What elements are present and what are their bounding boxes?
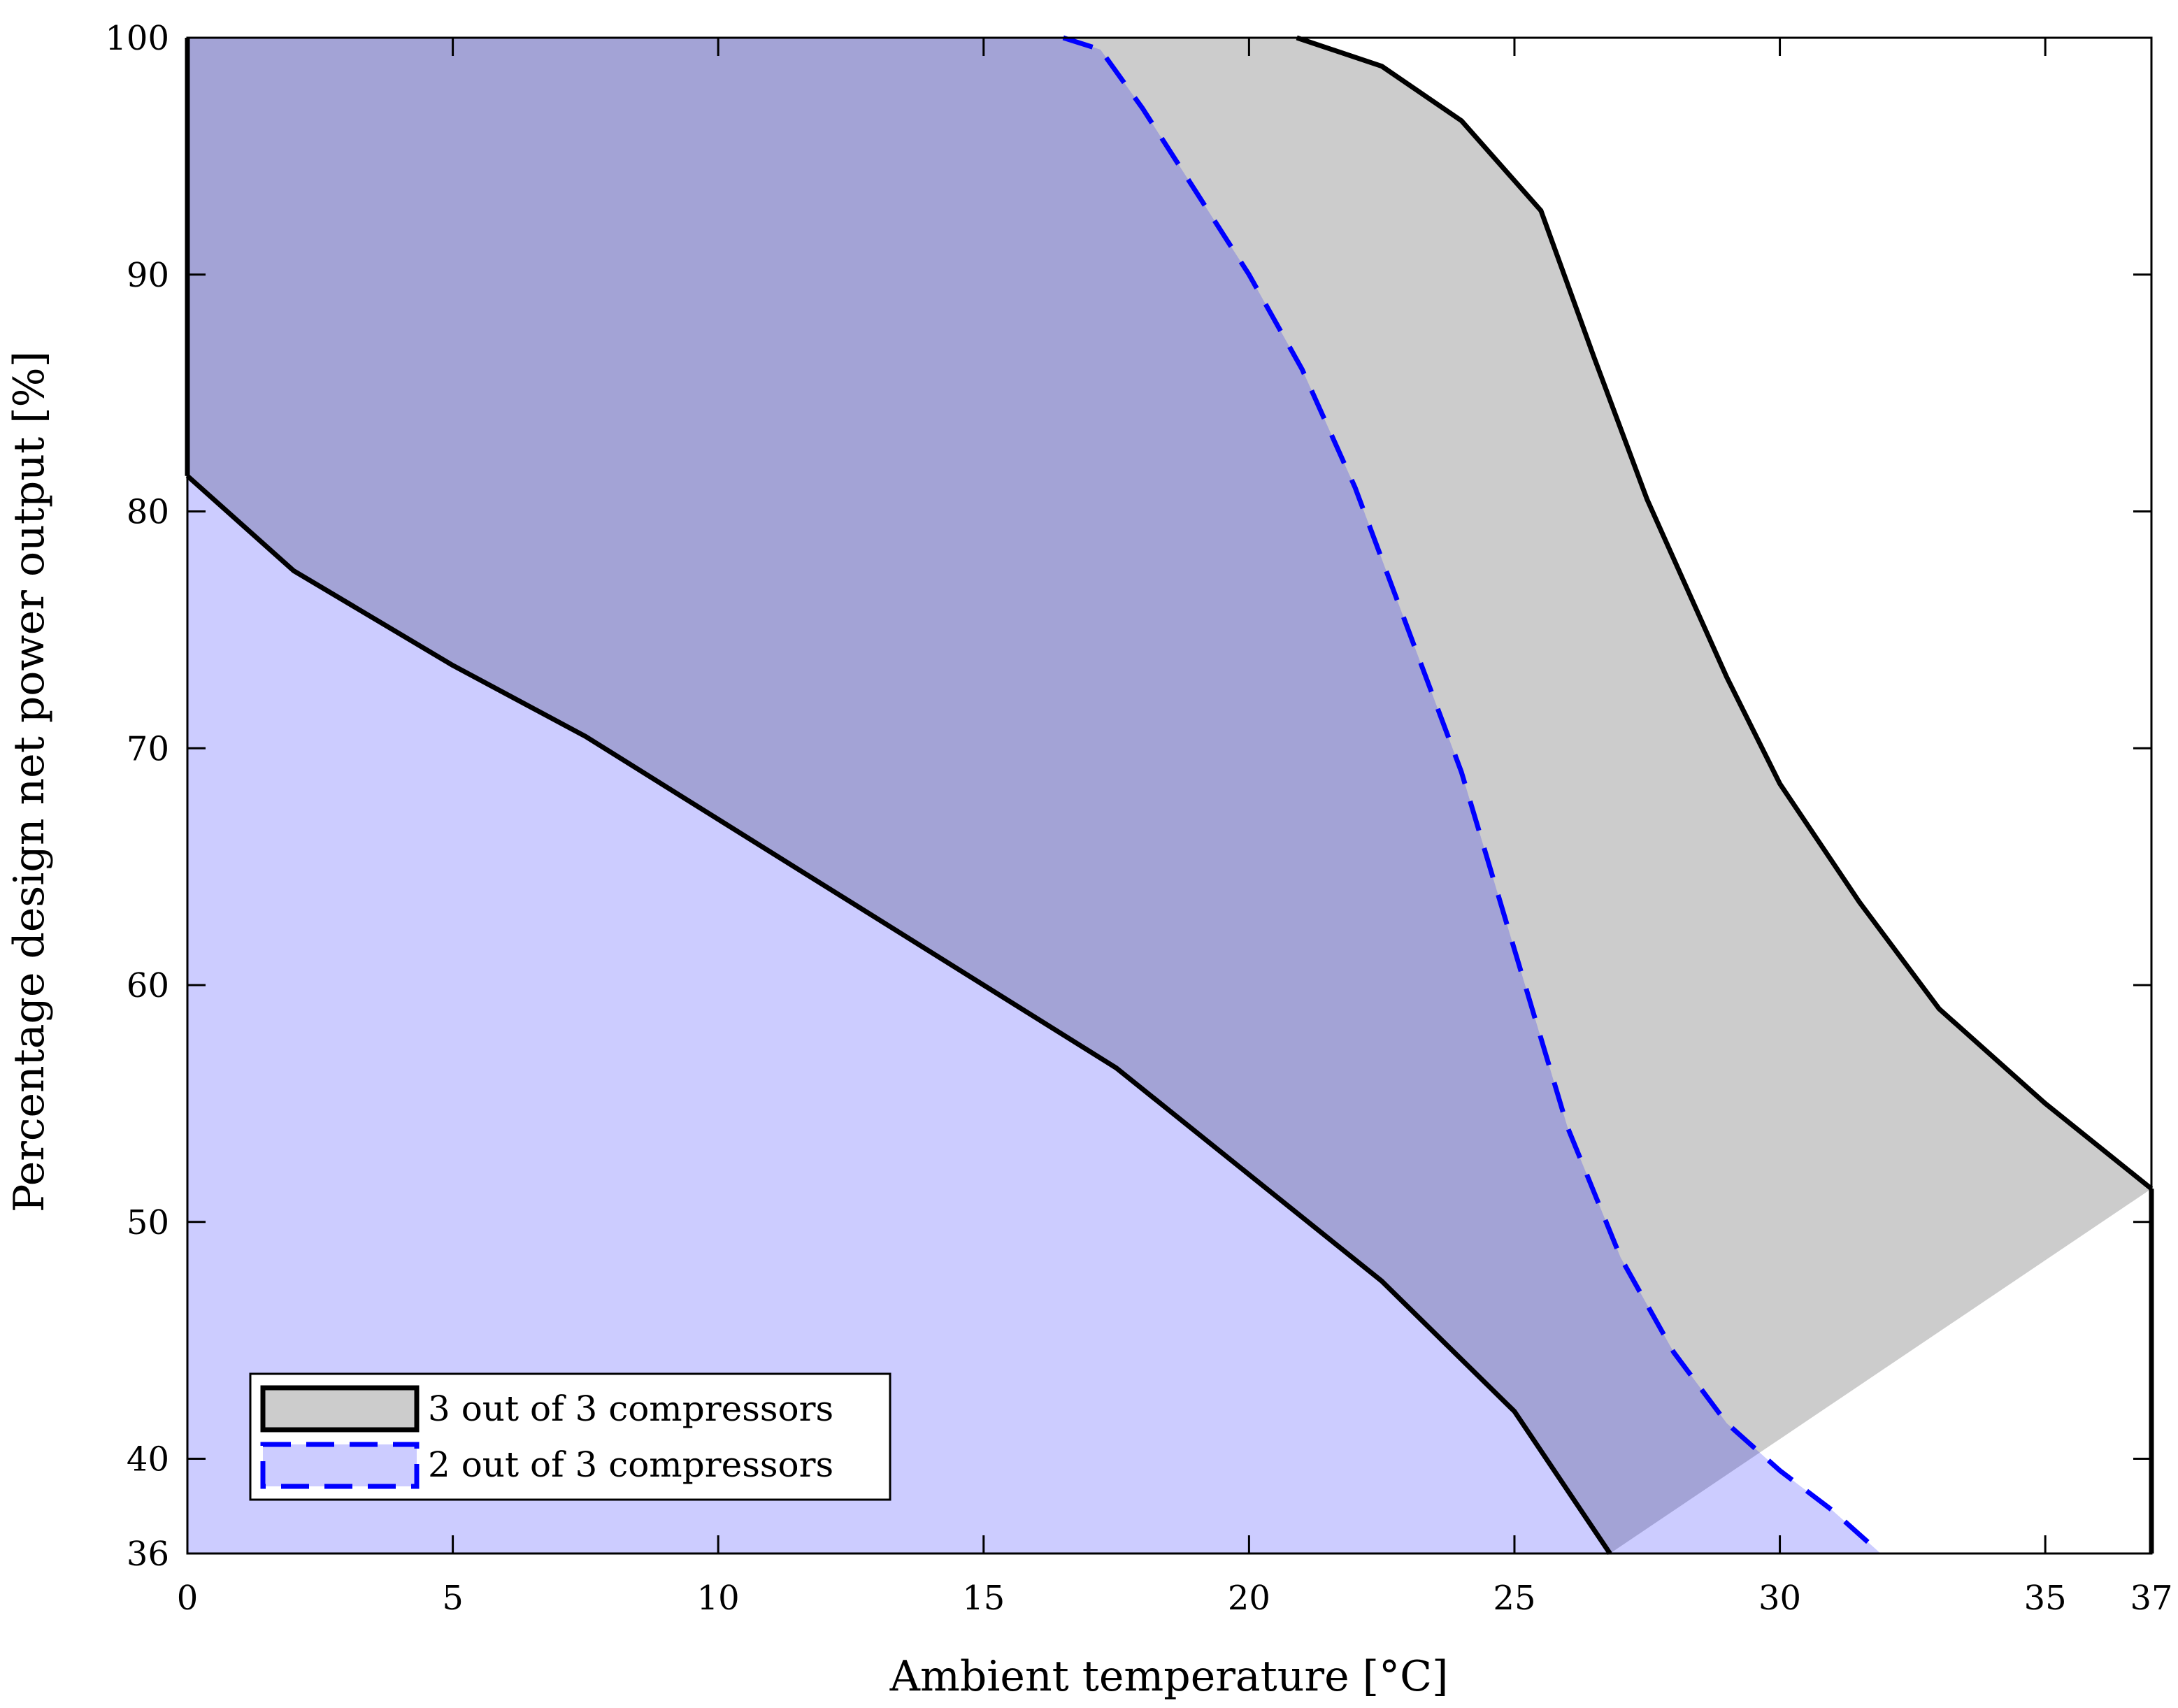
y-tick-label: 90 (127, 256, 169, 295)
series-3-lower-line (185, 474, 1612, 1555)
area-fill-series-2 (187, 38, 1881, 1553)
x-axis-ticks: 0 5 10 15 20 25 30 35 37 (177, 38, 2173, 1618)
series-2-upper-line (1062, 35, 1883, 1556)
x-tick-label: 35 (2024, 1579, 2067, 1618)
x-tick-label: 10 (697, 1579, 740, 1618)
series-3-upper-line (1296, 35, 2154, 1191)
y-tick-label: 40 (127, 1440, 169, 1479)
x-tick-label: 20 (1228, 1579, 1270, 1618)
y-tick-label: 80 (127, 493, 169, 532)
x-tick-label: 37 (2130, 1579, 2172, 1618)
x-tick-label: 15 (962, 1579, 1005, 1618)
x-tick-label: 30 (1758, 1579, 1801, 1618)
area-fill-series-1 (187, 38, 2151, 1553)
x-tick-label: 0 (177, 1579, 199, 1618)
y-tick-label: 36 (127, 1535, 169, 1574)
legend: 3 out of 3 compressors 2 out of 3 compre… (249, 1372, 891, 1501)
legend-swatch-2-compressors (260, 1442, 420, 1489)
x-tick-label: 25 (1493, 1579, 1535, 1618)
legend-label-2-compressors: 2 out of 3 compressors (428, 1444, 833, 1485)
y-tick-label: 50 (127, 1203, 169, 1242)
plot-frame (186, 36, 2153, 1555)
y-tick-label: 70 (127, 729, 169, 768)
legend-swatch-3-compressors (260, 1385, 420, 1433)
x-tick-label: 5 (442, 1579, 464, 1618)
y-tick-label: 100 (105, 19, 169, 58)
series-fills (187, 38, 2151, 1553)
y-tick-label: 60 (127, 966, 169, 1005)
legend-label-3-compressors: 3 out of 3 compressors (428, 1388, 833, 1429)
x-axis-title: Ambient temperature [°C] (889, 1652, 1449, 1701)
y-axis-title: Percentage design net power output [%] (5, 351, 54, 1212)
y-axis-ticks: 36 40 50 60 70 80 90 100 (105, 19, 2151, 1574)
